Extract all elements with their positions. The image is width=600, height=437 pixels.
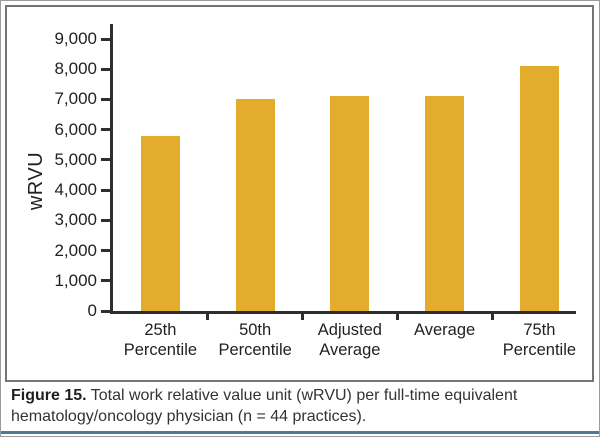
x-axis-line <box>110 311 576 314</box>
y-tick-mark <box>101 128 110 132</box>
figure-number: Figure 15. <box>11 387 87 404</box>
y-tick-mark <box>101 188 110 192</box>
x-category-label: Average <box>414 321 476 339</box>
caption-text: Total work relative value unit (wRVU) pe… <box>11 387 518 425</box>
x-tick-mark <box>490 313 494 320</box>
y-axis-line <box>110 24 113 314</box>
x-category-label: 25th Percentile <box>123 321 198 359</box>
y-tick-mark <box>101 37 110 41</box>
x-category-label: 50th Percentile <box>218 321 292 359</box>
y-tick-mark <box>101 249 110 253</box>
y-tick-label: 7,000 <box>54 89 97 109</box>
y-tick-mark <box>101 67 110 71</box>
y-tick-label: 0 <box>87 301 97 320</box>
y-tick-mark <box>101 97 110 101</box>
caption-divider-rule <box>1 431 599 434</box>
chart-panel: wRVU 0 1,000 2,000 3,000 4,000 5,000 6,000 7,00… <box>5 5 594 382</box>
x-tick-mark <box>395 313 399 320</box>
y-tick-label: 2,000 <box>54 240 97 260</box>
y-tick-label: 9,000 <box>54 29 97 48</box>
y-tick-label: 1,000 <box>54 270 97 290</box>
figure-caption: Figure 15. Total work relative value uni… <box>1 385 591 427</box>
x-tick-mark <box>206 313 210 320</box>
bar-50th-percentile <box>235 99 275 311</box>
x-tick-mark <box>301 313 304 320</box>
x-category-label: Adjusted Average <box>317 321 382 359</box>
bar-average <box>425 96 465 311</box>
y-tick-mark <box>101 309 110 313</box>
y-tick-mark <box>101 279 110 283</box>
bar-adjusted-average <box>330 96 370 311</box>
y-tick-label: 6,000 <box>54 119 97 139</box>
y-tick-mark <box>101 218 110 222</box>
y-tick-label: 3,000 <box>54 210 97 230</box>
y-tick-label: 4,000 <box>54 180 97 200</box>
bar-75th-percentile <box>519 66 559 311</box>
y-tick-mark <box>101 158 110 162</box>
y-tick-label: 5,000 <box>54 149 97 169</box>
y-tick-label: 8,000 <box>54 59 97 79</box>
bar-25th-percentile <box>140 135 180 311</box>
x-category-label: 75th Percentile <box>502 321 577 359</box>
